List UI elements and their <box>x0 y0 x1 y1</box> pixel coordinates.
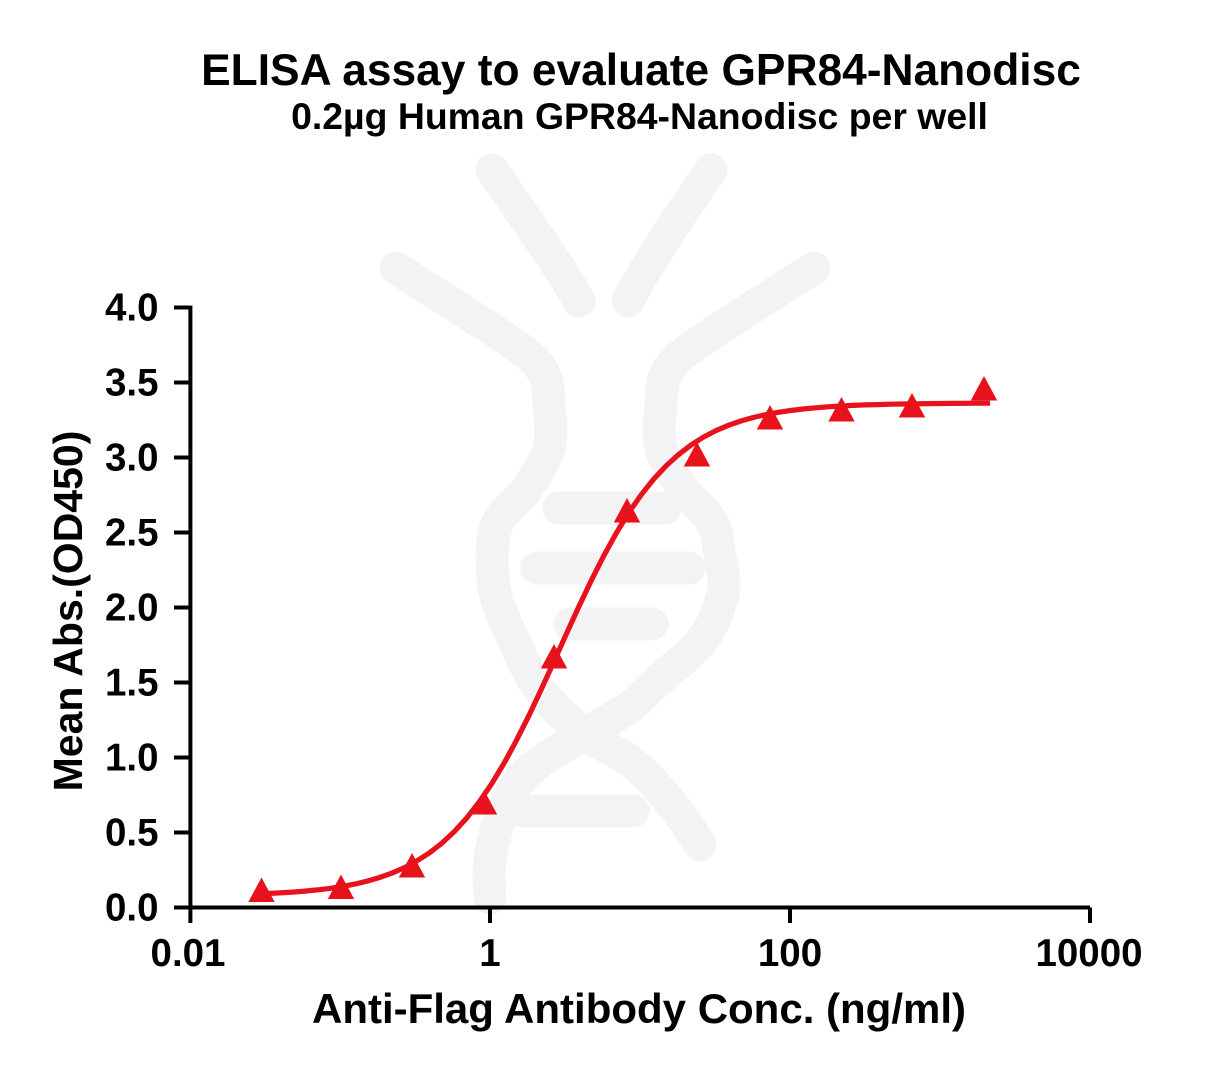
svg-text:4.0: 4.0 <box>105 287 159 330</box>
svg-text:Anti-Flag Antibody Conc. (ng/m: Anti-Flag Antibody Conc. (ng/ml) <box>312 985 966 1032</box>
svg-text:10000: 10000 <box>1035 932 1142 975</box>
svg-text:1.5: 1.5 <box>105 662 159 705</box>
svg-text:100: 100 <box>758 932 822 975</box>
svg-text:0.2µg Human GPR84-Nanodisc per: 0.2µg Human GPR84-Nanodisc per well <box>291 95 988 137</box>
svg-text:0.0: 0.0 <box>105 887 159 930</box>
svg-text:2.5: 2.5 <box>105 512 159 555</box>
svg-text:3.5: 3.5 <box>105 362 159 405</box>
svg-text:ELISA assay to evaluate GPR84-: ELISA assay to evaluate GPR84-Nanodisc <box>201 46 1081 95</box>
svg-text:1: 1 <box>479 932 500 975</box>
svg-text:1.0: 1.0 <box>105 737 159 780</box>
svg-text:0.5: 0.5 <box>105 812 159 855</box>
svg-text:3.0: 3.0 <box>105 437 159 480</box>
svg-text:Mean Abs.(OD450): Mean Abs.(OD450) <box>45 431 91 792</box>
svg-text:2.0: 2.0 <box>105 587 159 630</box>
svg-text:0.01: 0.01 <box>151 932 226 975</box>
